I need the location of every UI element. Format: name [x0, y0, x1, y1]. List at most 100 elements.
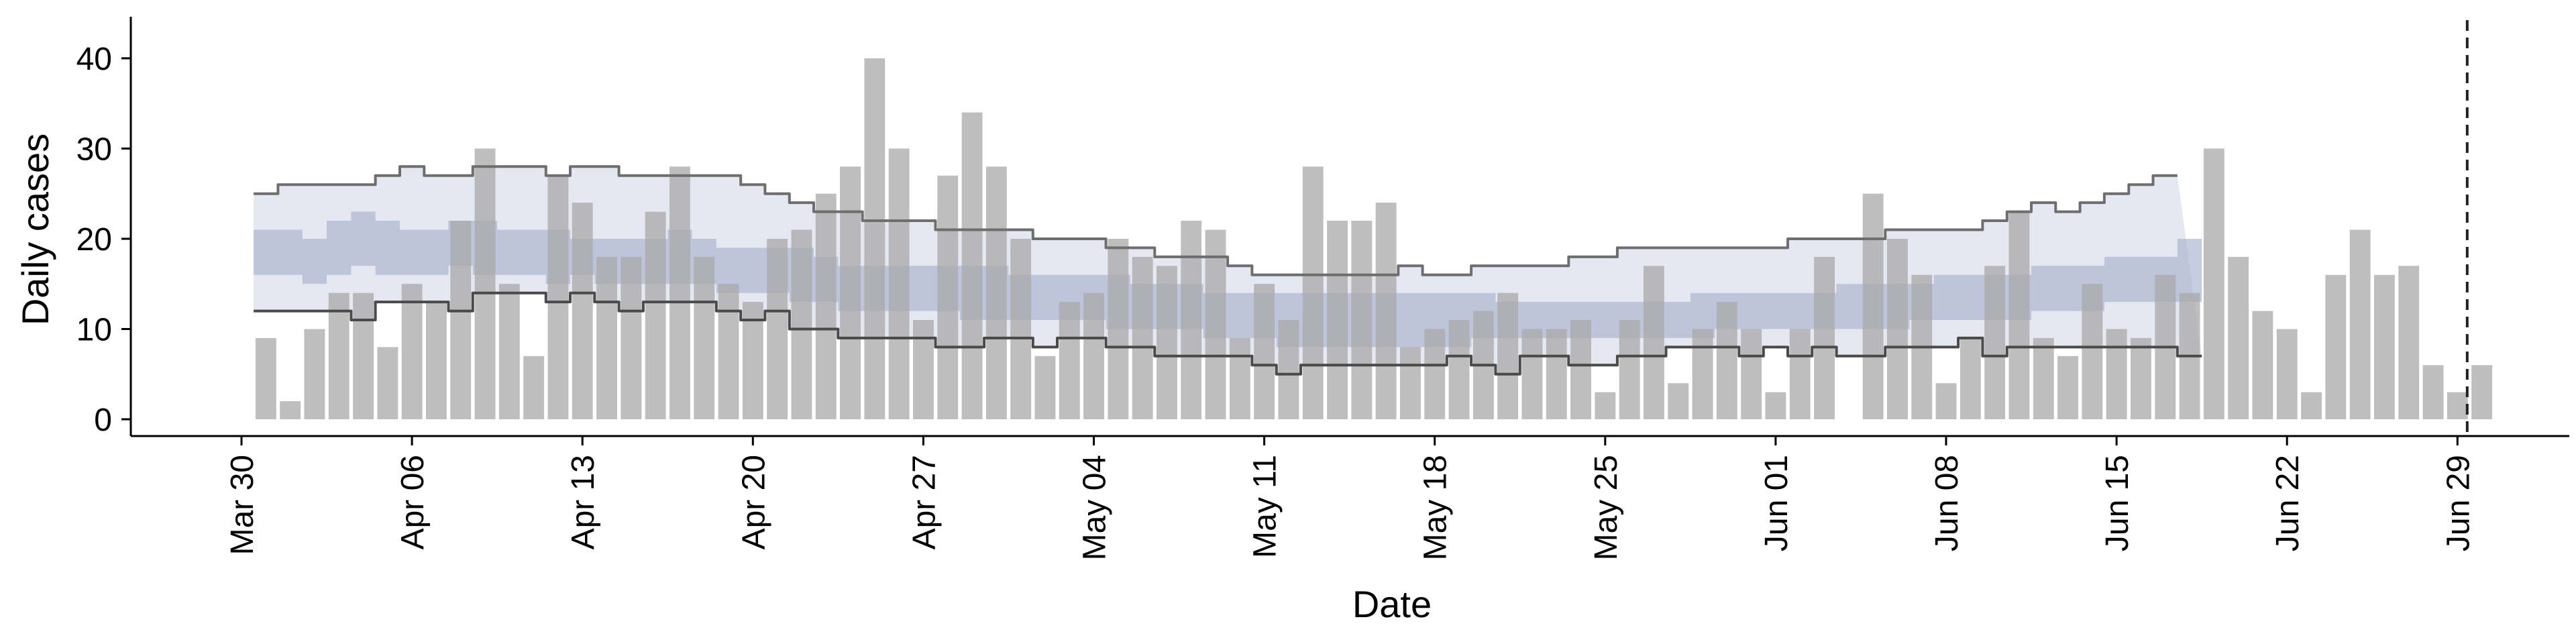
- band-50-percent: [254, 211, 2202, 347]
- x-tick-label: Mar 30: [225, 455, 260, 555]
- daily-cases-bar: [1692, 329, 1713, 419]
- daily-cases-bar: [328, 292, 350, 419]
- x-tick-label: May 11: [1248, 455, 1283, 558]
- daily-cases-bar: [1157, 266, 1177, 419]
- x-tick-label: Apr 06: [395, 455, 431, 549]
- daily-cases-bar: [888, 148, 910, 419]
- daily-cases-bar: [2447, 392, 2468, 419]
- daily-cases-bar: [791, 229, 812, 419]
- x-tick-label: Apr 13: [566, 455, 601, 549]
- daily-cases-bar: [2033, 337, 2054, 419]
- x-tick-label: May 18: [1418, 455, 1454, 560]
- daily-cases-bar: [2082, 284, 2103, 419]
- daily-cases-bar: [669, 166, 690, 420]
- daily-cases-bar: [1351, 221, 1373, 419]
- daily-cases-bar: [840, 166, 861, 420]
- daily-cases-bar: [1497, 292, 1519, 419]
- x-tick-label: Apr 20: [736, 455, 771, 549]
- x-axis-label: Date: [1352, 583, 1432, 625]
- daily-cases-bar: [596, 256, 617, 419]
- daily-cases-bar: [1424, 329, 1446, 419]
- daily-cases-bar: [280, 401, 301, 419]
- daily-cases-bar: [621, 256, 642, 419]
- chart-axes: 0 10 20 30 40 Mar 30 Apr 06 Apr 13 Apr 20 Apr 27 M…: [76, 17, 2569, 560]
- daily-cases-bar: [2374, 274, 2395, 419]
- y-tick-label: 10: [76, 312, 112, 347]
- daily-cases-bar: [1083, 292, 1104, 419]
- daily-cases-bar: [718, 284, 739, 419]
- daily-cases-bar: [1108, 239, 1129, 419]
- daily-cases-bar: [1741, 329, 1762, 419]
- daily-cases-bar: [1960, 337, 1981, 419]
- daily-cases-bar: [2422, 365, 2444, 419]
- y-axis-label: Daily cases: [14, 133, 56, 325]
- daily-cases-bar: [1254, 284, 1275, 419]
- daily-cases-bar: [1619, 320, 1640, 419]
- daily-cases-bar: [1521, 329, 1543, 419]
- daily-cases-bar: [1278, 320, 1299, 419]
- x-tick-label: Jun 22: [2270, 455, 2306, 551]
- daily-cases-bar: [1984, 266, 2006, 419]
- daily-cases-bar: [913, 320, 934, 419]
- daily-cases-bar: [1789, 329, 1811, 419]
- daily-cases-bar: [767, 239, 788, 419]
- daily-cases-bar: [2471, 365, 2493, 419]
- daily-cases-bar: [742, 302, 763, 419]
- estimate-bands: [254, 166, 2202, 374]
- x-tick-label: May 25: [1589, 455, 1624, 560]
- daily-cases-bar: [547, 175, 569, 419]
- daily-cases-bar: [2228, 256, 2249, 419]
- daily-cases-bar: [645, 211, 666, 419]
- daily-cases-bar: [426, 302, 447, 419]
- daily-cases-bar: [401, 284, 423, 419]
- daily-cases-bar: [304, 329, 325, 419]
- x-tick-label: Apr 27: [906, 455, 942, 549]
- daily-cases-bar: [2203, 148, 2224, 419]
- daily-cases-bar: [2349, 229, 2371, 419]
- daily-cases-bar: [1034, 356, 1056, 419]
- daily-cases-bar: [2106, 329, 2127, 419]
- estimate-bound-lines: [254, 165, 2202, 376]
- daily-cases-bar: [1814, 256, 1835, 419]
- x-tick-label: Jun 08: [1929, 455, 1965, 551]
- x-tick-label: Jun 01: [1759, 455, 1794, 551]
- daily-cases-bar: [1205, 229, 1226, 419]
- daily-cases-bar: [450, 221, 472, 419]
- daily-cases-bar: [523, 356, 545, 419]
- daily-cases-bar: [1716, 302, 1737, 419]
- daily-cases-bar: [1546, 329, 1567, 419]
- daily-cases-bars: [255, 58, 2493, 420]
- daily-cases-bar: [1935, 383, 1957, 419]
- daily-cases-bar: [2057, 356, 2078, 419]
- daily-cases-bar: [1862, 193, 1884, 419]
- daily-cases-bar: [1181, 221, 1202, 419]
- daily-cases-bar: [1302, 166, 1324, 420]
- daily-cases-bar: [572, 203, 593, 419]
- daily-cases-bar: [1059, 302, 1080, 419]
- x-tick-label: Jun 15: [2100, 455, 2135, 551]
- daily-cases-bar: [2252, 311, 2273, 419]
- y-tick-label: 40: [76, 42, 112, 77]
- daily-cases-bar: [2325, 274, 2347, 419]
- daily-cases-bar: [1887, 239, 1908, 419]
- daily-cases-bar: [1010, 239, 1032, 419]
- y-tick-label: 30: [76, 131, 112, 167]
- daily-cases-bar: [353, 292, 374, 419]
- daily-cases-bar: [864, 58, 885, 419]
- daily-cases-bar: [2008, 211, 2030, 419]
- daily-cases-bar: [377, 347, 398, 419]
- daily-cases-bar: [2276, 329, 2298, 419]
- daily-cases-bar: [985, 166, 1007, 420]
- daily-cases-bar: [1448, 320, 1470, 419]
- daily-cases-bar: [1229, 337, 1250, 419]
- daily-cases-bar: [1132, 256, 1153, 419]
- y-tick-label: 0: [94, 402, 112, 438]
- upper-bound-line: [254, 165, 2178, 276]
- x-tick-label: May 04: [1077, 455, 1113, 560]
- daily-cases-bar: [1644, 266, 1664, 419]
- daily-cases-bar: [1765, 392, 1786, 419]
- daily-cases-bar: [1400, 347, 1421, 419]
- daily-cases-bar: [2131, 337, 2151, 419]
- daily-cases-bar: [1668, 383, 1689, 419]
